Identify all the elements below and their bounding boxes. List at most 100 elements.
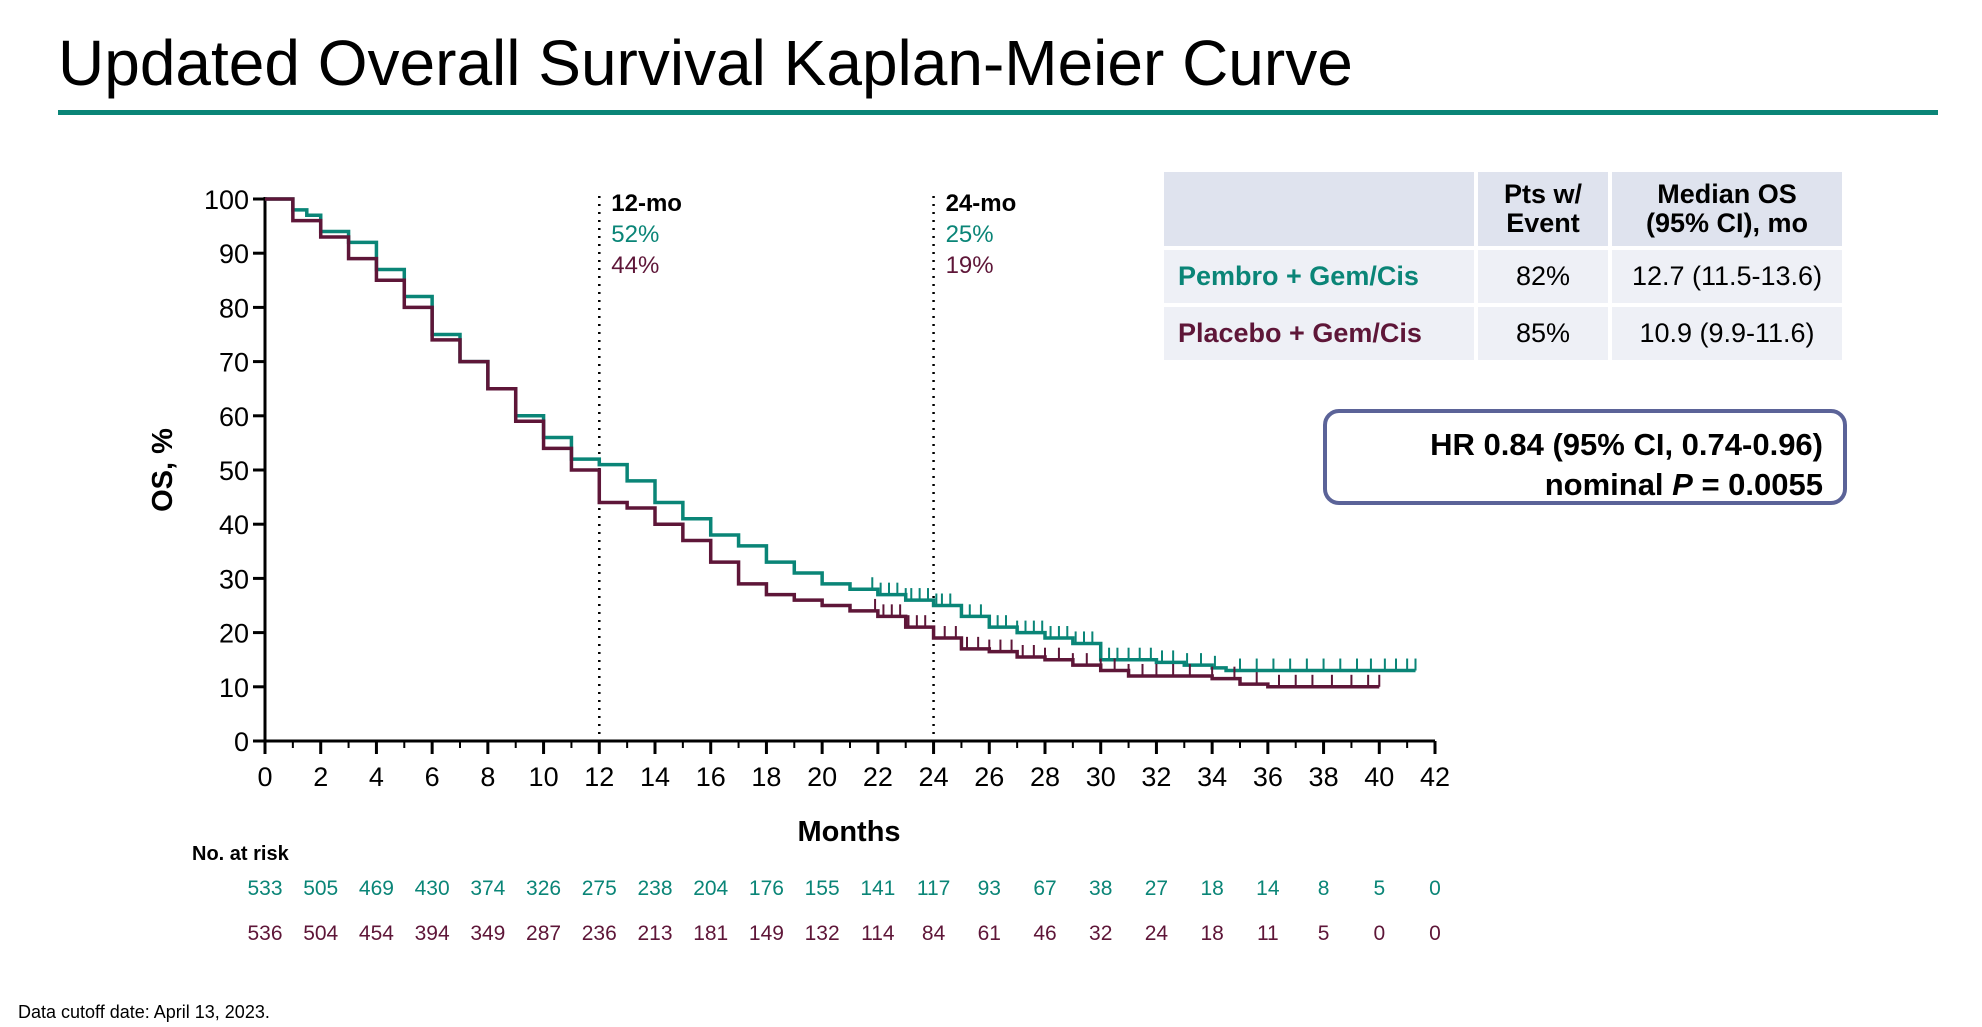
at-risk-value: 18 [1200,877,1223,900]
table-row-placebo: Placebo + Gem/Cis 85% 10.9 (9.9-11.6) [1164,307,1842,360]
at-risk-value: 132 [805,922,840,945]
x-tick-label: 40 [1364,762,1394,792]
data-cutoff-footnote: Data cutoff date: April 13, 2023. [18,1002,270,1022]
table-event-placebo: 85% [1478,307,1608,360]
at-risk-value: 24 [1145,922,1169,945]
reference-value-pembro: 25% [946,221,994,248]
at-risk-value: 176 [749,877,784,900]
at-risk-value: 155 [805,877,840,900]
y-tick-label: 0 [234,727,249,757]
at-risk-value: 505 [303,877,338,900]
at-risk-value: 349 [470,922,505,945]
at-risk-value: 67 [1033,877,1056,900]
x-tick-label: 26 [974,762,1004,792]
at-risk-value: 533 [247,877,282,900]
x-tick-label: 20 [807,762,837,792]
at-risk-value: 181 [693,922,728,945]
at-risk-value: 287 [526,922,561,945]
at-risk-value: 213 [637,922,672,945]
at-risk-value: 32 [1089,922,1112,945]
x-tick-label: 22 [863,762,893,792]
x-tick-label: 36 [1253,762,1283,792]
at-risk-value: 394 [415,922,450,945]
at-risk-value: 504 [303,922,338,945]
at-risk-value: 14 [1256,877,1280,900]
y-tick-label: 60 [219,402,249,432]
x-tick-label: 34 [1197,762,1227,792]
y-tick-label: 20 [219,619,249,649]
x-tick-label: 24 [919,762,949,792]
at-risk-value: 374 [470,877,505,900]
at-risk-value: 536 [247,922,282,945]
page-title: Updated Overall Survival Kaplan-Meier Cu… [58,27,1353,99]
x-tick-label: 30 [1086,762,1116,792]
table-header-blank [1164,172,1474,246]
x-tick-label: 38 [1309,762,1339,792]
table-arm-pembro: Pembro + Gem/Cis [1164,250,1474,303]
y-tick-label: 30 [219,564,249,594]
summary-table-header: Pts w/Event Median OS (95% CI), mo [1164,172,1842,246]
at-risk-value: 149 [749,922,784,945]
hazard-ratio-box: HR 0.84 (95% CI, 0.74-0.96) nominal P = … [1323,409,1847,505]
at-risk-value: 84 [922,922,946,945]
at-risk-value: 275 [582,877,617,900]
table-median-placebo: 10.9 (9.9-11.6) [1612,307,1842,360]
table-arm-placebo: Placebo + Gem/Cis [1164,307,1474,360]
at-risk-value: 114 [861,922,895,945]
at-risk-value: 0 [1373,922,1385,945]
y-tick-label: 40 [219,510,249,540]
at-risk-value: 93 [978,877,1001,900]
x-tick-label: 28 [1030,762,1060,792]
at-risk-value: 141 [860,877,895,900]
p-value-symbol: P [1672,467,1693,502]
at-risk-value: 0 [1429,877,1441,900]
at-risk-value: 8 [1318,877,1330,900]
x-tick-label: 12 [584,762,614,792]
x-tick-label: 10 [529,762,559,792]
x-tick-label: 14 [640,762,670,792]
x-tick-label: 6 [425,762,440,792]
at-risk-value: 5 [1318,922,1330,945]
p-value-number: = 0.0055 [1692,467,1823,502]
reference-value-pembro: 52% [611,221,659,248]
x-tick-label: 42 [1420,762,1450,792]
y-tick-label: 10 [219,673,249,703]
reference-value-placebo: 44% [611,252,659,279]
at-risk-value: 11 [1257,922,1279,945]
table-header-events: Pts w/Event [1478,172,1608,246]
at-risk-value: 117 [917,877,950,900]
reference-label: 24-mo [946,190,1017,217]
at-risk-value: 18 [1200,922,1223,945]
table-row-pembro: Pembro + Gem/Cis 82% 12.7 (11.5-13.6) [1164,250,1842,303]
table-header-median: Median OS (95% CI), mo [1612,172,1842,246]
y-axis-title: OS, % [147,428,179,512]
at-risk-value: 204 [693,877,728,900]
y-tick-label: 80 [219,293,249,323]
at-risk-value: 46 [1033,922,1056,945]
x-tick-label: 2 [313,762,328,792]
at-risk-value: 0 [1429,922,1441,945]
p-value-text: nominal P = 0.0055 [1327,465,1823,505]
table-event-pembro: 82% [1478,250,1608,303]
x-tick-label: 16 [696,762,726,792]
reference-value-placebo: 19% [946,252,994,279]
y-tick-label: 100 [204,185,249,215]
y-tick-label: 90 [219,239,249,269]
hazard-ratio-text: HR 0.84 (95% CI, 0.74-0.96) [1430,427,1823,462]
at-risk-value: 469 [359,877,394,900]
x-tick-label: 18 [751,762,781,792]
p-value-prefix: nominal [1544,467,1673,502]
x-tick-label: 0 [257,762,272,792]
at-risk-value: 430 [415,877,450,900]
at-risk-value: 326 [526,877,561,900]
y-tick-label: 70 [219,348,249,378]
at-risk-label: No. at risk [192,843,290,865]
at-risk-value: 454 [359,922,394,945]
at-risk-value: 38 [1089,877,1112,900]
at-risk-value: 236 [582,922,617,945]
x-tick-label: 8 [480,762,495,792]
summary-table: Pts w/Event Median OS (95% CI), mo Pembro… [1160,168,1846,364]
at-risk-value: 5 [1373,877,1385,900]
at-risk-value: 27 [1145,877,1168,900]
